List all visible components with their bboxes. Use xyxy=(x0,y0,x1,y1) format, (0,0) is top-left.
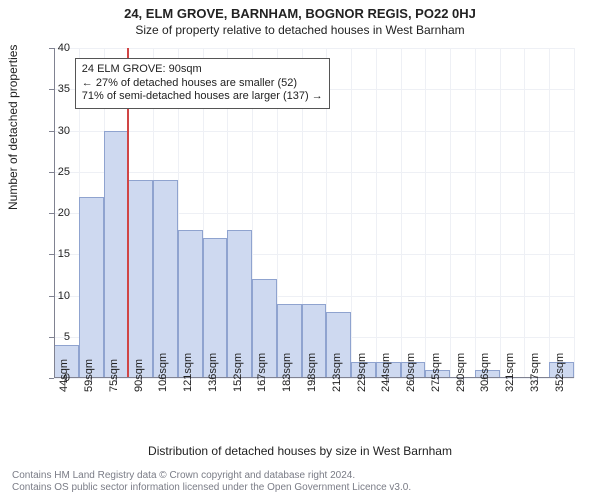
gridline-v xyxy=(574,48,575,378)
annotation-line: 71% of semi-detached houses are larger (… xyxy=(82,90,323,104)
footer-line-1: Contains HM Land Registry data © Crown c… xyxy=(12,470,588,482)
histogram-bar xyxy=(153,180,178,378)
x-axis-label: Distribution of detached houses by size … xyxy=(0,444,600,458)
ytick-label: 20 xyxy=(46,207,70,219)
gridline-v xyxy=(425,48,426,378)
gridline-h xyxy=(54,48,574,49)
gridline-h xyxy=(54,172,574,173)
page-title: 24, ELM GROVE, BARNHAM, BOGNOR REGIS, PO… xyxy=(0,0,600,21)
histogram-bar xyxy=(128,180,153,378)
ytick-label: 40 xyxy=(46,42,70,54)
annotation-box: 24 ELM GROVE: 90sqm← 27% of detached hou… xyxy=(75,58,330,109)
histogram-bar xyxy=(79,197,104,379)
gridline-v xyxy=(500,48,501,378)
gridline-v xyxy=(376,48,377,378)
ytick-label: 35 xyxy=(46,83,70,95)
histogram-bar xyxy=(104,131,129,379)
gridline-v xyxy=(549,48,550,378)
gridline-v xyxy=(401,48,402,378)
ytick-label: 5 xyxy=(46,331,70,343)
y-axis-label: Number of detached properties xyxy=(6,45,20,210)
gridline-v xyxy=(450,48,451,378)
footer-line-2: Contains OS public sector information li… xyxy=(12,482,588,494)
annotation-line: 24 ELM GROVE: 90sqm xyxy=(82,63,323,77)
footer-attribution: Contains HM Land Registry data © Crown c… xyxy=(12,470,588,494)
annotation-line: ← 27% of detached houses are smaller (52… xyxy=(82,77,323,91)
gridline-h xyxy=(54,131,574,132)
plot-area: 24 ELM GROVE: 90sqm← 27% of detached hou… xyxy=(54,48,574,378)
gridline-v xyxy=(351,48,352,378)
chart-container: { "title": "24, ELM GROVE, BARNHAM, BOGN… xyxy=(0,0,600,500)
ytick-label: 30 xyxy=(46,125,70,137)
ytick-label: 15 xyxy=(46,248,70,260)
ytick-label: 10 xyxy=(46,290,70,302)
gridline-v xyxy=(524,48,525,378)
page-subtitle: Size of property relative to detached ho… xyxy=(0,21,600,37)
ytick-label: 25 xyxy=(46,166,70,178)
gridline-v xyxy=(475,48,476,378)
